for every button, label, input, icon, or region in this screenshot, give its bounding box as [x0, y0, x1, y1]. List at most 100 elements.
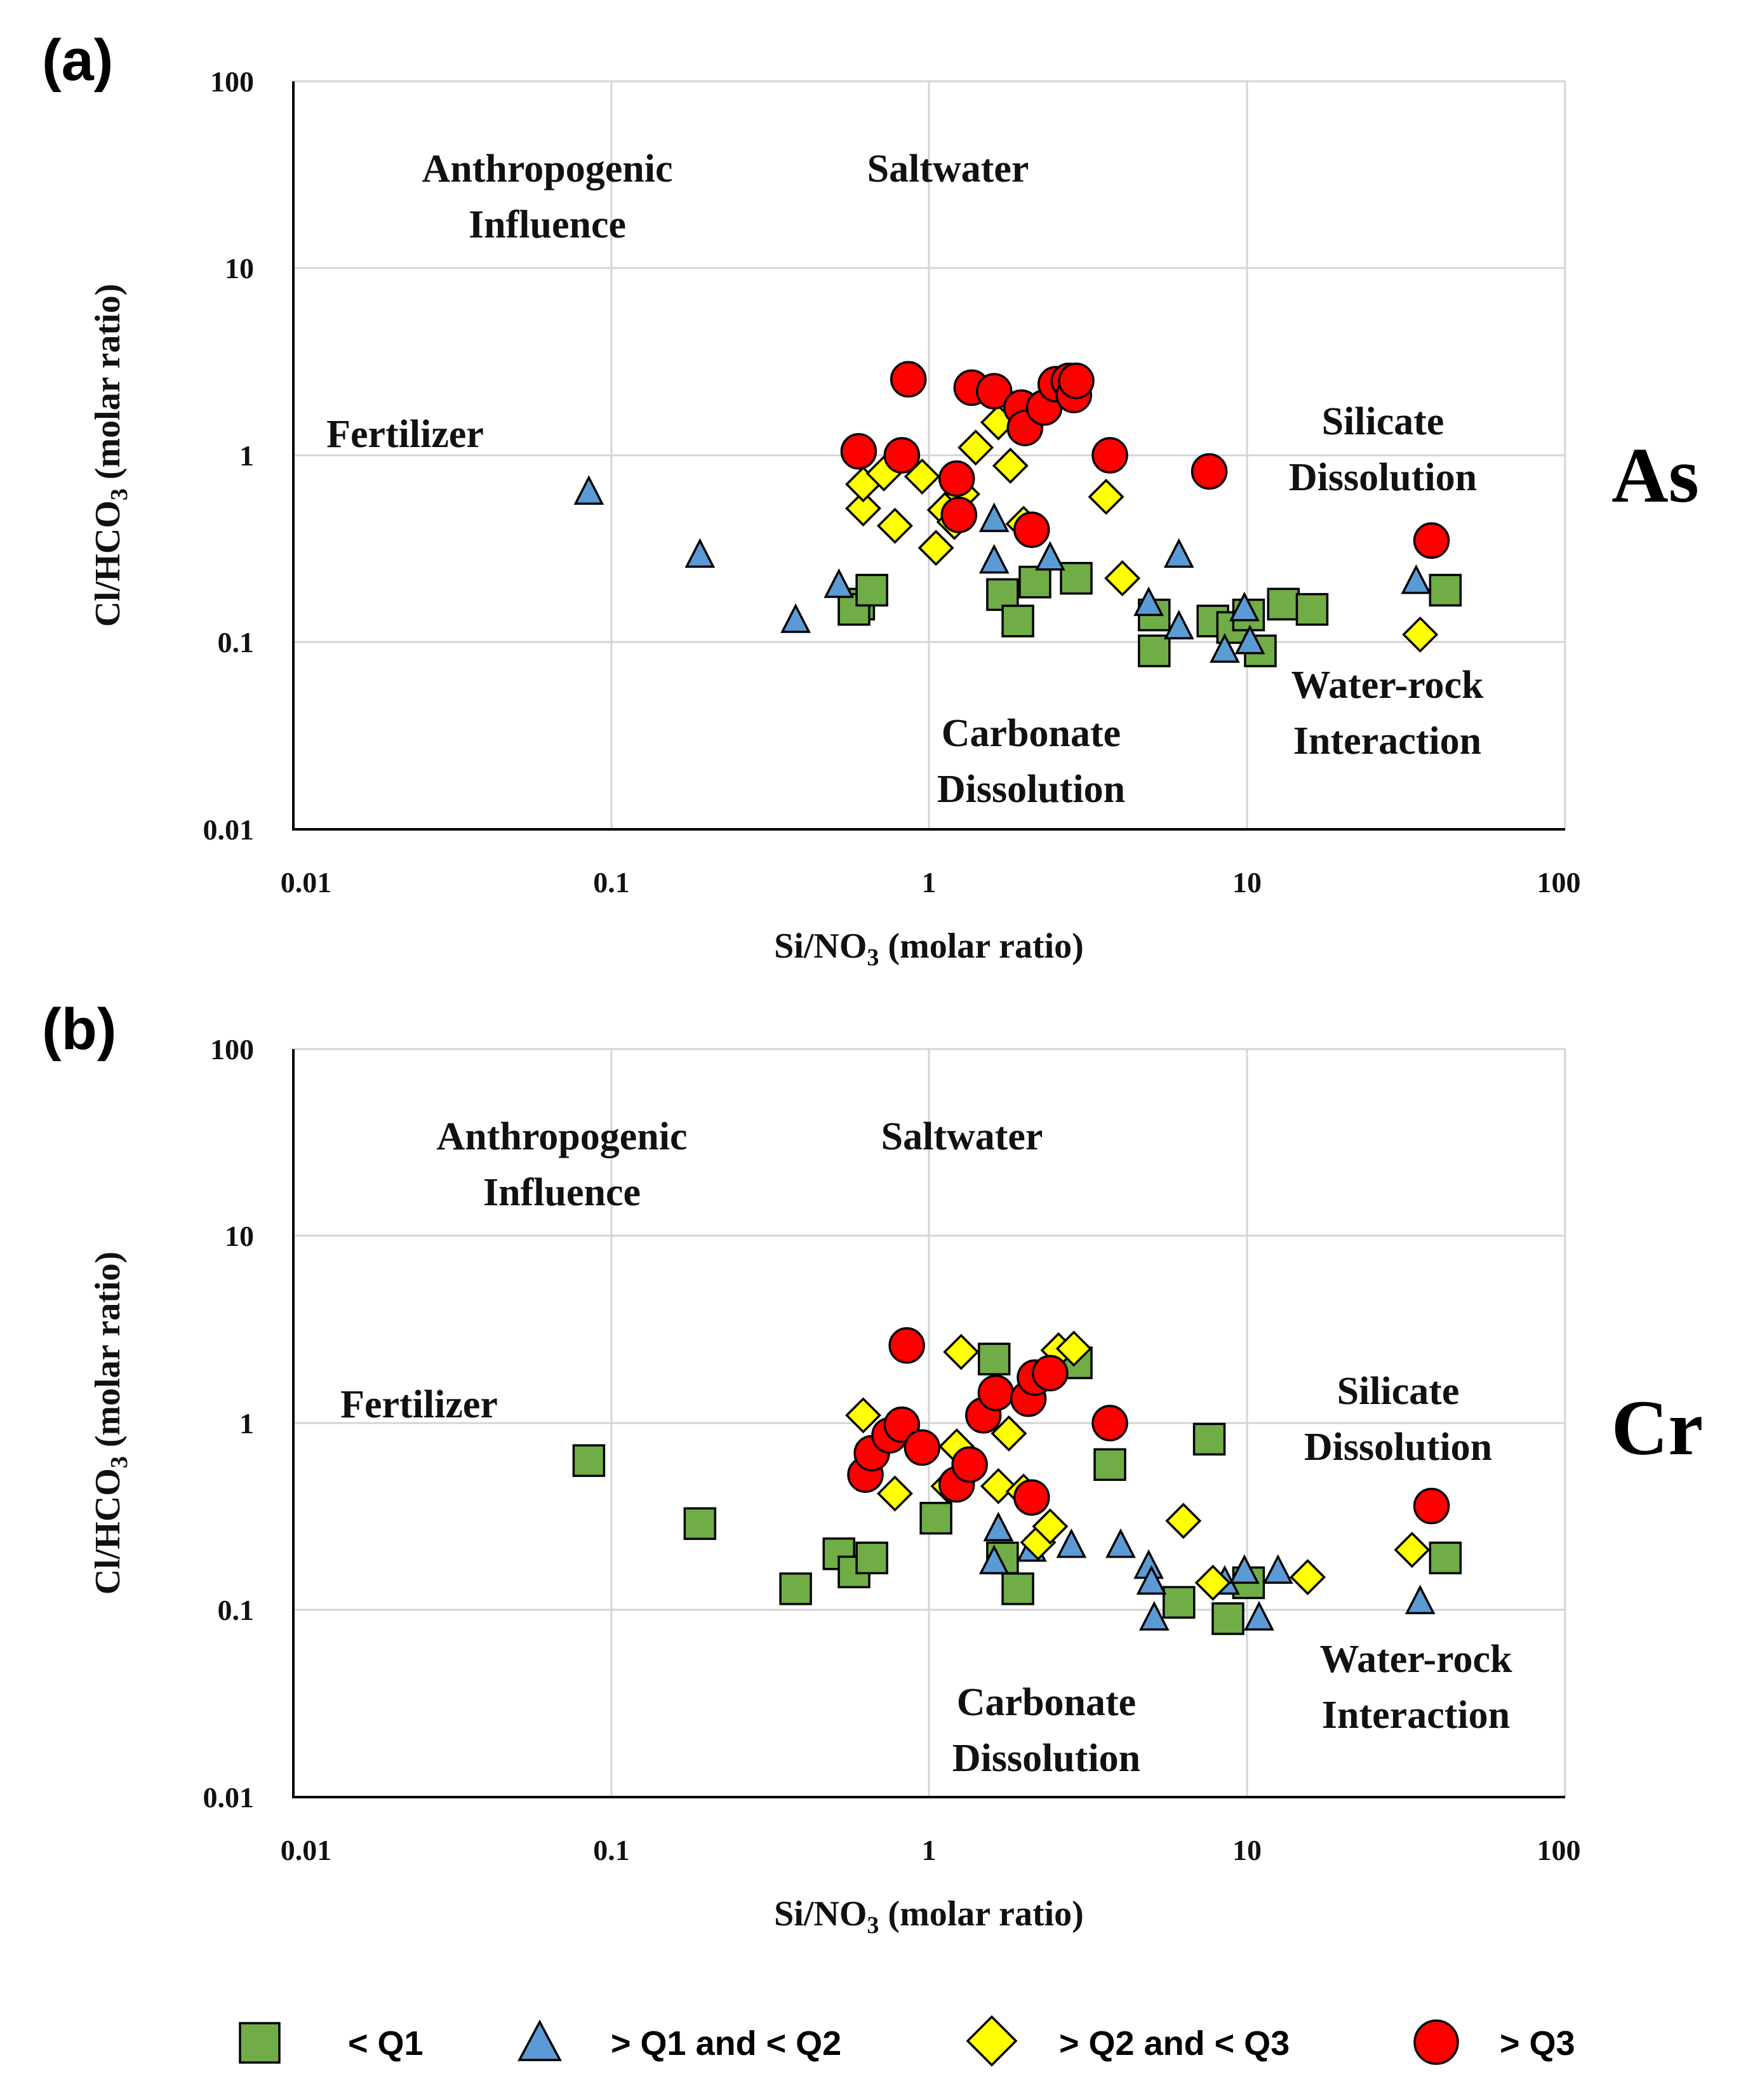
panel-a-point-gt-q1-and-lt-q2-11: [1229, 591, 1260, 622]
panel-b-xtick-10: 10: [1232, 1834, 1262, 1866]
legend-square-icon: [239, 2022, 281, 2064]
legend-item-q2-q3: > Q2 and < Q3: [966, 2015, 1290, 2067]
panel-a-xlabel-sub: 3: [867, 944, 879, 971]
panel-a-x-axis-title: Si/NO3 (molar ratio): [774, 926, 1084, 971]
panel-b-point-lt-q1-5: [855, 1541, 888, 1575]
panel-a-xtick-0.1: 0.1: [593, 866, 630, 899]
panel-a-point-gt-q3-15: [1091, 437, 1128, 474]
legend-label-q1-q2: > Q1 and < Q2: [611, 2024, 841, 2063]
panel-a-point-gt-q1-and-lt-q2-8: [1163, 610, 1194, 639]
panel-b-region-labels: Anthropogenic Influence Saltwater Fertil…: [340, 1115, 1512, 1780]
panel-b-point-gt-q1-and-lt-q2-10: [1244, 1601, 1274, 1631]
panel-b-xtick-0.1: 0.1: [593, 1834, 630, 1866]
panel-b-ylabel-tail: (molar ratio): [88, 1252, 128, 1456]
panel-a-xtick-0.01: 0.01: [281, 866, 332, 899]
panel-b-point-gt-q3-3: [883, 1406, 921, 1443]
panel-b-point-lt-q1-11: [1093, 1448, 1126, 1481]
panel-a-ytick-10: 10: [225, 252, 254, 284]
panel-a-label-carbonate: Carbonate: [942, 712, 1121, 755]
panel-b-label-saltwater: Saltwater: [881, 1115, 1043, 1158]
panel-b-point-gt-q3-7: [951, 1446, 988, 1483]
panel-a-point-gt-q3-0: [840, 433, 877, 470]
panel-a-point-gt-q1-and-lt-q2-2: [780, 603, 811, 633]
panel-b-label-water-rock: Water-rock: [1319, 1638, 1512, 1681]
panel-b-point-gt-q1-and-lt-q2-0: [978, 1544, 1010, 1575]
panel-a-label-carbonate-dissolution: Dissolution: [937, 768, 1125, 811]
panel-a-ylabel-sub: 3: [106, 488, 133, 500]
panel-b-series-gt-q2-and-lt-q3: [845, 1330, 1431, 1601]
panel-b-point-lt-q1-9: [1001, 1572, 1034, 1605]
legend-triangle-icon: [517, 2019, 562, 2061]
panel-a-ytick-0.1: 0.1: [218, 626, 255, 659]
panel-a-ylabel-tail: (molar ratio): [88, 284, 128, 488]
panel-b-series-gt-q3: [847, 1327, 1450, 1525]
panel-b-point-gt-q2-and-lt-q3-5: [980, 1468, 1017, 1504]
panel-a-point-gt-q3-16: [1191, 453, 1228, 490]
panel-a-ylabel-main: Cl/HCO: [88, 500, 128, 627]
panel-b-y-ticks: 100 10 1 0.1 0.01: [203, 1033, 255, 1814]
panel-b-point-gt-q1-and-lt-q2-11: [1262, 1554, 1293, 1584]
panel-a-point-gt-q2-and-lt-q3-14: [1104, 560, 1141, 597]
panel-a-point-gt-q2-and-lt-q3-3: [876, 507, 913, 544]
legend-label-q2-q3: > Q2 and < Q3: [1059, 2024, 1290, 2063]
panel-a-element-label: As: [1611, 432, 1699, 519]
panel-a-point-gt-q3-2: [890, 361, 927, 398]
panel-b-element-label: Cr: [1611, 1384, 1704, 1471]
panel-a-label-saltwater: Saltwater: [867, 147, 1029, 191]
panel-a-label-fertilizer: Fertilizer: [326, 413, 484, 456]
panel-b-xtick-0.01: 0.01: [281, 1834, 332, 1866]
panel-b-point-lt-q1-1: [683, 1507, 717, 1541]
panel-a-point-gt-q1-and-lt-q2-13: [1401, 564, 1432, 594]
panel-a-label-silicate: Silicate: [1322, 400, 1444, 443]
panel-b-label-carbonate-dissolution: Dissolution: [952, 1737, 1140, 1780]
panel-a-label: (a): [42, 28, 113, 93]
panel-a-series-gt-q3: [840, 361, 1450, 559]
panel-a-series-gt-q1-and-lt-q2: [573, 475, 1432, 663]
panel-b-label-influence: Influence: [483, 1171, 641, 1214]
panel-b-point-gt-q2-and-lt-q3-11: [1055, 1330, 1092, 1367]
panel-a-xtick-100: 100: [1537, 866, 1581, 899]
panel-b-markers: [572, 1327, 1462, 1635]
panel-b-point-gt-q3-4: [888, 1327, 925, 1364]
panel-b-point-lt-q1-14: [1211, 1602, 1244, 1635]
panel-b-label-interaction: Interaction: [1322, 1694, 1510, 1737]
panel-b-point-gt-q1-and-lt-q2-6: [1136, 1565, 1167, 1595]
panel-a-label-influence: Influence: [469, 203, 626, 246]
panel-b-point-gt-q3-11: [1013, 1479, 1050, 1516]
panel-a-point-gt-q2-and-lt-q3-11: [992, 447, 1029, 484]
panel-b-point-gt-q3-9: [977, 1374, 1015, 1412]
legend-item-gt-q3: > Q3: [1413, 2019, 1575, 2065]
panel-a-markers: [573, 361, 1462, 667]
panel-a-point-gt-q2-and-lt-q3-9: [957, 429, 994, 466]
panel-a-point-gt-q3-17: [1413, 522, 1450, 559]
panel-a-point-lt-q1-5: [1018, 565, 1051, 599]
panel-a-point-gt-q3-4: [940, 497, 978, 533]
panel-b-label-fertilizer: Fertilizer: [340, 1383, 498, 1426]
panel-a-label-silicate-dissolution: Dissolution: [1289, 456, 1477, 499]
panel-a-point-gt-q1-and-lt-q2-4: [978, 502, 1010, 532]
panel-b-point-lt-q1-6: [919, 1502, 952, 1535]
panel-b-ylabel-main: Cl/HCO: [88, 1468, 128, 1595]
panel-a-point-gt-q1-and-lt-q2-6: [1035, 540, 1065, 571]
panel-a-point-gt-q2-and-lt-q3-15: [1402, 616, 1439, 653]
panel-b-label-silicate-dissolution: Dissolution: [1304, 1426, 1492, 1469]
panel-a-point-lt-q1-6: [1060, 561, 1093, 595]
panel-a-point-lt-q1-14: [1295, 592, 1329, 626]
panel-a-xtick-1: 1: [922, 866, 937, 899]
panel-b-ylabel-sub: 3: [106, 1456, 133, 1468]
panel-b-point-gt-q3-5: [904, 1429, 941, 1466]
panel-b-point-lt-q1-7: [977, 1342, 1011, 1375]
panel-a-point-gt-q1-and-lt-q2-7: [1133, 586, 1164, 617]
panel-a-point-gt-q3-1: [883, 437, 921, 474]
panel-a-ytick-1: 1: [239, 439, 254, 472]
panel-a-point-gt-q3-6: [975, 373, 1013, 410]
panel-b-point-gt-q1-and-lt-q2-1: [983, 1511, 1014, 1542]
panel-b-point-gt-q2-and-lt-q3-0: [845, 1397, 882, 1434]
panel-a-y-ticks: 100 10 1 0.1 0.01: [203, 65, 255, 846]
panel-a-point-lt-q1-4: [1001, 605, 1034, 638]
panel-a-ytick-0.01: 0.01: [203, 813, 255, 846]
panel-b-xlabel-sub: 3: [867, 1912, 879, 1939]
legend-label-lt-q1: < Q1: [348, 2024, 424, 2063]
panel-a-label-anthropogenic: Anthropogenic: [422, 147, 672, 191]
